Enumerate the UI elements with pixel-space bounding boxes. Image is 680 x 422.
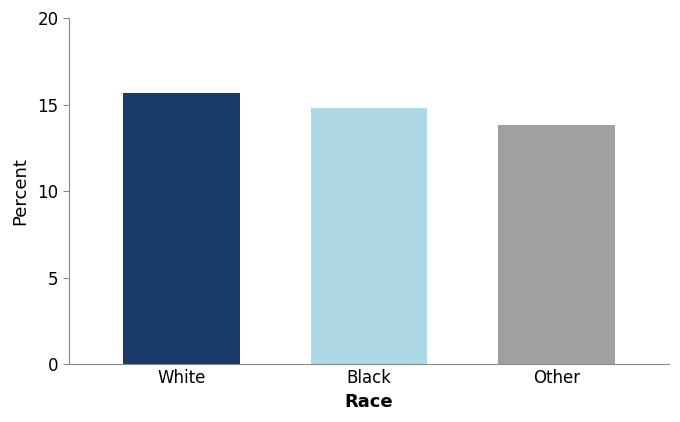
Bar <box>498 125 615 365</box>
Bar <box>311 108 427 365</box>
X-axis label: Race: Race <box>345 393 393 411</box>
Y-axis label: Percent: Percent <box>11 157 29 225</box>
Bar <box>123 92 239 365</box>
